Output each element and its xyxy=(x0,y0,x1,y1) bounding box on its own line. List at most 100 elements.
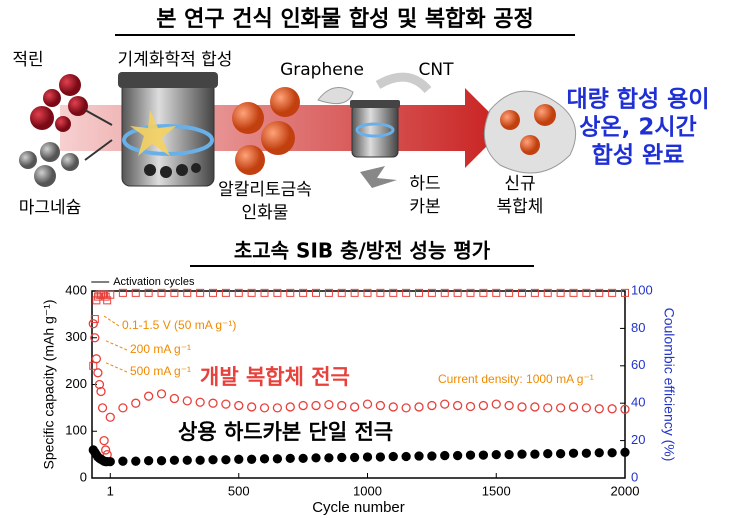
marker xyxy=(517,449,527,459)
marker xyxy=(389,288,398,297)
marker xyxy=(453,288,462,297)
marker xyxy=(221,288,230,297)
marker xyxy=(311,453,321,463)
highlight: 대량 합성 용이 xyxy=(567,87,710,113)
x-axis-label: Cycle number xyxy=(312,499,405,516)
annotation: Current density: 1000 mA g⁻¹ xyxy=(438,372,594,386)
marker xyxy=(401,451,411,462)
marker xyxy=(286,288,295,297)
marker xyxy=(568,402,579,412)
marker xyxy=(401,403,411,413)
marker xyxy=(273,288,282,297)
marker xyxy=(337,400,347,411)
marker xyxy=(131,398,141,408)
marker xyxy=(156,389,167,399)
arrow xyxy=(84,109,113,126)
marker xyxy=(452,450,463,461)
y2-tick-label: 0 xyxy=(631,469,638,484)
x-tick-label: 1500 xyxy=(482,483,511,498)
activation-label: Activation cycles xyxy=(113,276,195,288)
marker xyxy=(608,288,617,297)
diagram-title: 본 연구 건식 인화물 합성 및 복합화 공정 xyxy=(156,6,533,32)
label: 복합체 xyxy=(497,197,544,217)
marker xyxy=(209,288,218,297)
y-tick-label: 100 xyxy=(65,423,87,438)
graphene xyxy=(317,87,354,105)
marker xyxy=(91,354,102,364)
marker xyxy=(375,452,386,462)
marker xyxy=(491,399,501,409)
marker xyxy=(530,402,540,412)
marker xyxy=(182,455,192,465)
highlight: 합성 완료 xyxy=(592,143,685,169)
marker xyxy=(105,412,115,422)
cnt xyxy=(375,72,432,94)
marker xyxy=(311,400,321,411)
marker xyxy=(504,400,514,411)
marker xyxy=(415,288,424,297)
marker xyxy=(440,399,450,409)
y2-tick-label: 80 xyxy=(631,320,645,335)
marker xyxy=(208,455,218,465)
marker xyxy=(465,401,476,412)
marker xyxy=(363,288,372,297)
marker xyxy=(131,288,140,297)
label: 적린 xyxy=(12,50,43,70)
marker xyxy=(491,449,501,460)
label: 카본 xyxy=(409,197,440,217)
chart-title: 초고속 SIB 충/방전 성능 평가 xyxy=(234,239,491,263)
marker xyxy=(569,288,578,297)
marker xyxy=(620,404,630,414)
marker xyxy=(376,288,385,297)
diagram: 본 연구 건식 인화물 합성 및 복합화 공정 적린 마그네슘 기계화학적 합성… xyxy=(12,6,709,223)
marker xyxy=(259,454,270,464)
marker xyxy=(106,290,115,299)
small-jar xyxy=(350,100,400,158)
marker xyxy=(89,361,98,370)
marker xyxy=(272,454,283,464)
marker xyxy=(234,454,244,464)
marker xyxy=(427,400,437,411)
marker xyxy=(362,452,373,462)
composite xyxy=(483,90,577,174)
marker xyxy=(131,456,141,466)
marker xyxy=(118,456,128,466)
annotation-arrow xyxy=(103,339,128,351)
marker xyxy=(246,454,257,464)
marker xyxy=(518,288,527,297)
x-tick-label: 1000 xyxy=(353,483,382,498)
marker xyxy=(143,456,154,466)
hard-carbon xyxy=(360,166,397,188)
x-tick-label: 2000 xyxy=(611,483,640,498)
marker xyxy=(595,288,604,297)
marker xyxy=(349,452,360,463)
marker xyxy=(118,288,127,297)
magnesium xyxy=(19,142,79,187)
annotation: 0.1-1.5 V (50 mA g⁻¹) xyxy=(122,318,236,332)
marker xyxy=(144,288,153,297)
marker xyxy=(221,399,231,409)
marker xyxy=(90,333,100,343)
marker xyxy=(478,400,489,411)
y-tick-label: 0 xyxy=(80,469,87,484)
marker xyxy=(543,403,553,413)
marker xyxy=(234,288,243,297)
marker xyxy=(324,453,334,463)
marker xyxy=(88,319,98,329)
marker xyxy=(530,288,539,297)
marker xyxy=(440,450,450,461)
marker xyxy=(183,288,192,297)
milling-jar xyxy=(118,72,218,187)
marker xyxy=(195,455,205,465)
marker xyxy=(298,400,308,411)
marker xyxy=(581,448,592,458)
label: 기계화학적 합성 xyxy=(118,50,233,70)
marker xyxy=(465,450,476,460)
y2-axis-label: Coulombic efficiency (%) xyxy=(661,308,677,462)
marker xyxy=(169,455,180,465)
marker xyxy=(182,396,192,406)
marker xyxy=(388,402,398,412)
marker xyxy=(555,449,566,459)
